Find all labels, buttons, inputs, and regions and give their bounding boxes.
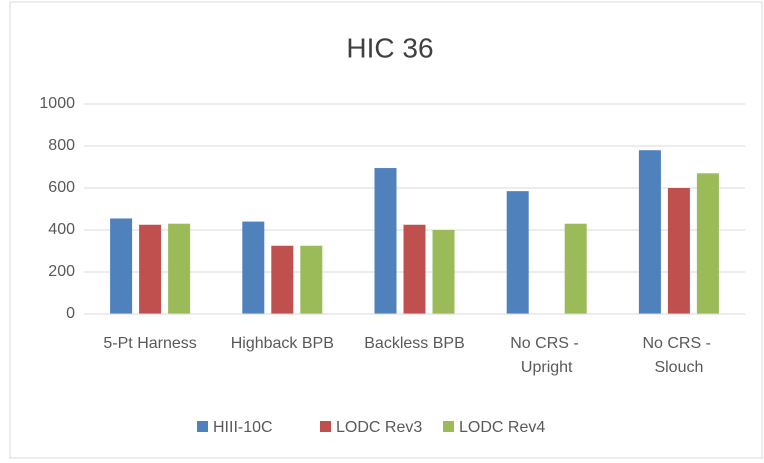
bar: [432, 230, 455, 314]
legend-swatch: [443, 421, 454, 432]
y-tick-label: 0: [66, 305, 75, 322]
bar: [271, 245, 294, 314]
y-tick-label: 400: [48, 221, 75, 238]
legend-label: HIII-10C: [213, 419, 273, 436]
legend-swatch: [197, 421, 208, 432]
legend-label: LODC Rev4: [459, 419, 545, 436]
bar: [110, 218, 133, 314]
legend-swatch: [320, 421, 331, 432]
x-tick-label: 5-Pt Harness: [103, 335, 196, 352]
bar: [168, 223, 191, 314]
bar: [696, 173, 719, 314]
bar: [242, 221, 265, 314]
legend-label: LODC Rev3: [336, 419, 422, 436]
y-tick-label: 200: [48, 263, 75, 280]
x-tick-label: No CRS - Upright: [510, 335, 583, 376]
x-tick-label: Backless BPB: [364, 335, 464, 352]
bar: [374, 168, 397, 314]
bar: [564, 223, 587, 314]
y-tick-label: 600: [48, 179, 75, 196]
bar: [139, 224, 162, 314]
x-tick-label: Highback BPB: [231, 335, 334, 352]
chart-title: HIC 36: [346, 32, 433, 63]
bar: [667, 188, 690, 314]
bar: [506, 191, 529, 314]
bar: [300, 245, 323, 314]
bar: [403, 224, 426, 314]
y-tick-label: 1000: [39, 95, 75, 112]
y-tick-label: 800: [48, 137, 75, 154]
x-tick-label: No CRS - Slouch: [642, 335, 715, 376]
bar: [638, 150, 661, 314]
